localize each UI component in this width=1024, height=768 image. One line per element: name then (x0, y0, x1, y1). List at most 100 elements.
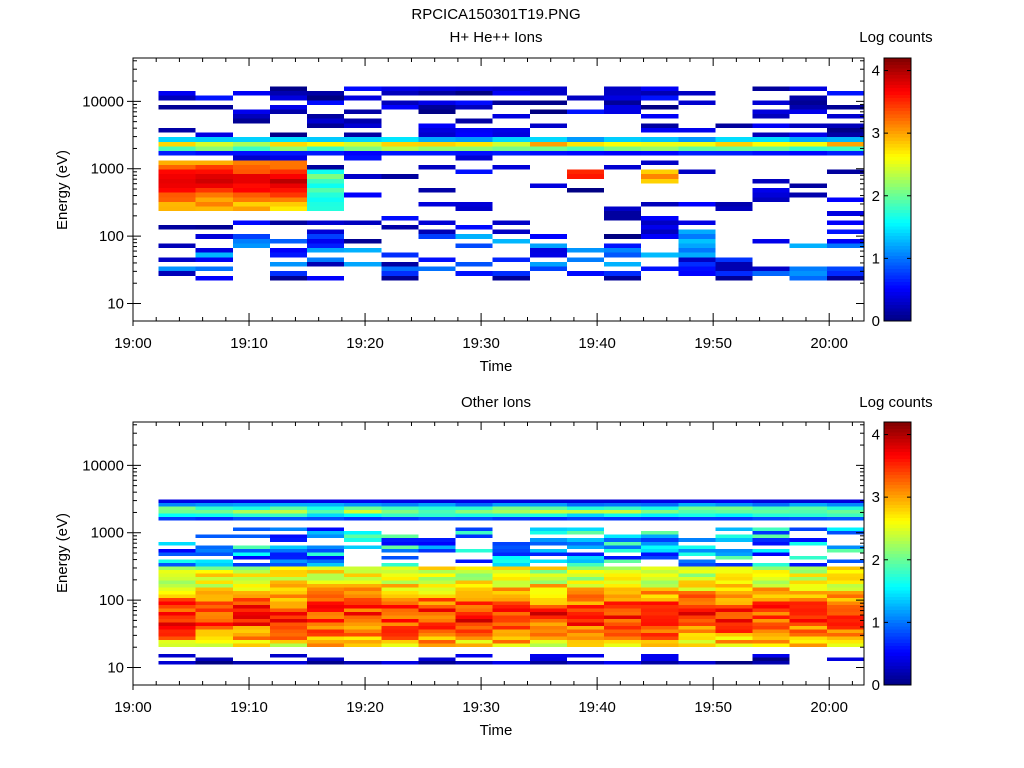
heatmap-cell (529, 243, 567, 249)
heatmap-cell (529, 590, 567, 595)
heatmap-cell (307, 661, 345, 665)
heatmap-cell (455, 104, 493, 110)
heatmap-cell (715, 151, 753, 156)
colorbar-swatch (884, 500, 911, 505)
heatmap-cell (344, 503, 382, 507)
heatmap-cell (158, 206, 196, 212)
colorbar-swatch (884, 635, 911, 640)
heatmap-cell (307, 238, 345, 244)
heatmap-cell (826, 275, 864, 281)
heatmap-cell (381, 612, 419, 616)
heatmap-cell (826, 633, 864, 637)
colorbar-swatch (884, 530, 911, 535)
heatmap-cell (752, 573, 790, 577)
heatmap-cell (789, 619, 827, 623)
heatmap-cell (529, 123, 567, 128)
heatmap-cell (381, 137, 419, 142)
heatmap-cell (418, 164, 456, 170)
heatmap-cell (381, 604, 419, 609)
colorbar-swatch (884, 619, 911, 624)
x-tick-label: 19:10 (230, 335, 268, 352)
heatmap-cell (381, 215, 419, 221)
heatmap-cell (381, 510, 419, 514)
heatmap-cell (195, 562, 233, 567)
heatmap-cell (678, 229, 716, 235)
heatmap-cell (455, 91, 493, 96)
heatmap-cell (715, 503, 753, 507)
heatmap-cell (678, 562, 716, 567)
heatmap-cell (678, 220, 716, 225)
heatmap-cell (826, 266, 864, 272)
heatmap-cell (269, 164, 308, 170)
heatmap-cell (715, 626, 753, 630)
heatmap-cell (269, 608, 308, 613)
colorbar-swatch (884, 176, 911, 181)
heatmap-cell (529, 633, 567, 637)
heatmap-cell (307, 580, 345, 584)
heatmap-cell (269, 534, 308, 539)
heatmap-cell (269, 640, 308, 644)
heatmap-cell (418, 580, 456, 584)
heatmap-cell (418, 506, 456, 511)
heatmap-cell (529, 601, 567, 605)
heatmap-cell (455, 559, 493, 563)
panel-title: H+ He++ Ions (450, 29, 543, 46)
heatmap-cell (195, 608, 233, 613)
heatmap-cell (752, 531, 790, 535)
colorbar-swatch (884, 520, 911, 525)
heatmap-cell (158, 587, 196, 591)
heatmap-cell (641, 104, 679, 110)
colorbar-swatch (884, 153, 911, 158)
colorbar-swatch (884, 586, 911, 591)
heatmap-cell (418, 104, 456, 110)
heatmap-cell (455, 86, 493, 92)
heatmap-cell (269, 104, 308, 110)
x-tick-label: 19:40 (578, 699, 616, 716)
heatmap-cell (232, 243, 270, 249)
heatmap-cell (195, 266, 233, 272)
heatmap-cell (455, 201, 493, 207)
heatmap-cell (269, 580, 308, 584)
heatmap-cell (789, 527, 827, 532)
heatmap-cell (566, 499, 605, 504)
heatmap-cell (307, 234, 345, 239)
heatmap-cell (789, 141, 827, 147)
colorbar-swatch (884, 596, 911, 601)
heatmap-cell (604, 137, 642, 142)
heatmap-cell (715, 527, 753, 532)
heatmap-cell (566, 573, 605, 577)
heatmap-cell (344, 146, 382, 152)
heatmap-cell (307, 517, 345, 521)
heatmap-cell (418, 132, 456, 138)
heatmap-cell (826, 137, 864, 142)
heatmap-cell (641, 160, 679, 165)
heatmap-cell (604, 86, 642, 92)
heatmap-cell (752, 510, 790, 514)
heatmap-cell (752, 499, 790, 504)
heatmap-cell (418, 127, 456, 133)
heatmap-cell (529, 583, 567, 588)
colorbar-swatch (884, 625, 911, 630)
heatmap-cell (715, 137, 753, 142)
heatmap-cell (455, 548, 493, 553)
heatmap-cell (269, 566, 308, 570)
heatmap-cell (307, 559, 345, 563)
heatmap-cell (492, 552, 530, 556)
y-tick-label: 10000 (82, 457, 124, 474)
colorbar-swatch (884, 169, 911, 174)
heatmap-cell (641, 534, 679, 539)
heatmap-cell (269, 109, 308, 115)
heatmap-cell (604, 100, 642, 105)
heatmap-cell (678, 271, 716, 276)
heatmap-cell (195, 174, 233, 179)
heatmap-cell (826, 587, 864, 591)
colorbar-swatch (884, 507, 911, 512)
heatmap-cell (715, 640, 753, 644)
heatmap-cell (344, 132, 382, 138)
heatmap-cell (789, 566, 827, 570)
heatmap-cell (492, 562, 530, 567)
colorbar-swatch (884, 546, 911, 551)
heatmap-cell (455, 531, 493, 535)
heatmap-cell (715, 583, 753, 588)
heatmap-cell (195, 206, 233, 212)
